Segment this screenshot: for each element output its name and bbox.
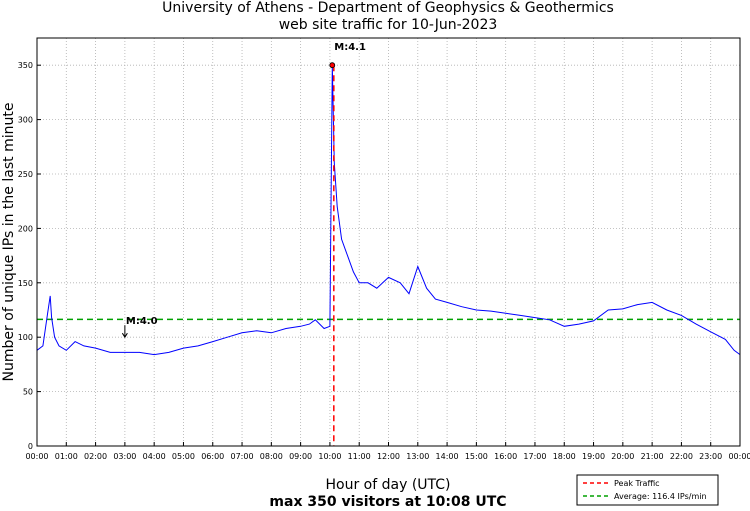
x-tick-label: 08:00 <box>260 452 283 461</box>
x-tick-label: 21:00 <box>641 452 664 461</box>
x-tick-label: 17:00 <box>523 452 546 461</box>
annotation-label: M:4.1 <box>334 42 366 53</box>
x-tick-label: 11:00 <box>348 452 371 461</box>
x-tick-label: 03:00 <box>113 452 136 461</box>
x-tick-label: 15:00 <box>465 452 488 461</box>
x-axis-ticks: 00:00 01:00 02:00 03:00 04:00 05:00 06:00 07:00… <box>25 442 750 461</box>
x-tick-label: 12:00 <box>377 452 400 461</box>
legend: Peak Traffic Average: 116.4 IPs/min <box>576 474 719 506</box>
x-tick-label: 10:00 <box>318 452 341 461</box>
x-tick-label: 20:00 <box>611 452 634 461</box>
y-tick-label: 200 <box>18 224 33 233</box>
x-tick-label: 18:00 <box>553 452 576 461</box>
x-tick-label: 00:00 <box>728 452 750 461</box>
annotation-label: M:4.0 <box>126 316 158 327</box>
traffic-series-line <box>36 65 741 356</box>
x-tick-label: 09:00 <box>289 452 312 461</box>
y-tick-label: 150 <box>18 279 33 288</box>
x-tick-label: 00:00 <box>25 452 48 461</box>
chart-subtitle: web site traffic for 10-Jun-2023 <box>279 17 498 33</box>
x-tick-label: 13:00 <box>406 452 429 461</box>
x-tick-label: 22:00 <box>670 452 693 461</box>
y-tick-label: 0 <box>28 442 33 451</box>
legend-label-peak: Peak Traffic <box>614 479 660 488</box>
x-tick-label: 04:00 <box>143 452 166 461</box>
x-tick-label: 07:00 <box>231 452 254 461</box>
y-tick-label: 350 <box>18 61 33 70</box>
y-axis-label: Number of unique IPs in the last minute <box>1 103 17 382</box>
legend-box <box>576 474 719 506</box>
legend-label-average: Average: 116.4 IPs/min <box>614 492 707 501</box>
max-visitors-summary: max 350 visitors at 10:08 UTC <box>269 494 506 510</box>
y-tick-label: 300 <box>18 116 33 125</box>
chart-title: University of Athens - Department of Geo… <box>162 0 614 16</box>
x-tick-label: 19:00 <box>582 452 605 461</box>
y-tick-label: 100 <box>18 333 33 342</box>
x-axis-label: Hour of day (UTC) <box>326 477 451 493</box>
peak-marker <box>329 62 336 69</box>
x-tick-label: 02:00 <box>84 452 107 461</box>
annotations: M:4.1 M:4.0 <box>121 42 366 339</box>
x-tick-label: 06:00 <box>201 452 224 461</box>
x-tick-label: 16:00 <box>494 452 517 461</box>
x-tick-label: 14:00 <box>436 452 459 461</box>
y-tick-label: 50 <box>23 388 33 397</box>
x-tick-label: 23:00 <box>699 452 722 461</box>
x-tick-label: 05:00 <box>172 452 195 461</box>
x-tick-label: 01:00 <box>55 452 78 461</box>
y-axis-ticks: 0 50 100 150 200 250 300 350 <box>18 61 41 451</box>
y-tick-label: 250 <box>18 170 33 179</box>
grid <box>37 38 740 446</box>
plot-frame <box>36 37 741 447</box>
event-arrow-head <box>121 332 128 339</box>
